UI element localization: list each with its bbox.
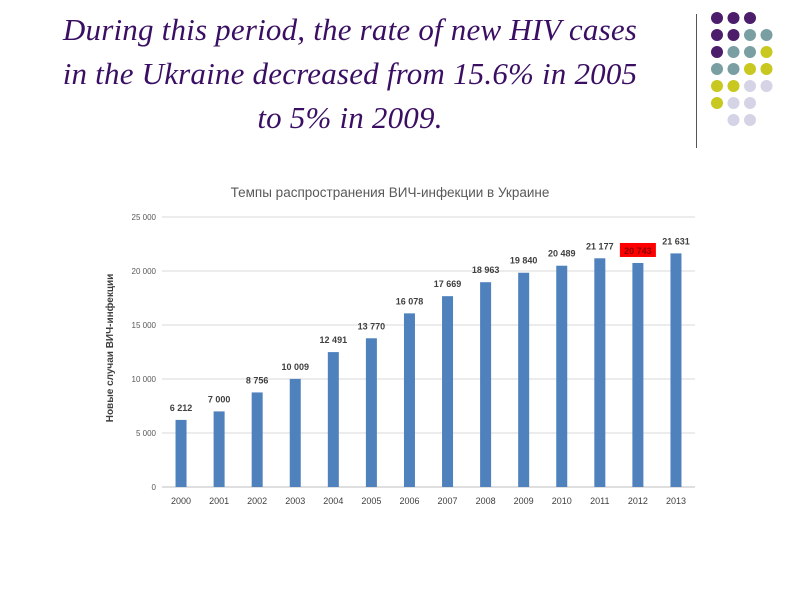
decorative-dot <box>744 114 756 126</box>
y-axis-ticks: 0 5 000 10 000 15 000 20 000 25 000 <box>132 213 157 492</box>
vertical-divider <box>696 14 697 148</box>
bar-2003 <box>289 378 301 487</box>
bar-2000 <box>175 419 187 487</box>
data-label-2005: 13 770 <box>358 321 386 331</box>
bar-2009 <box>518 272 530 487</box>
bar-2011 <box>594 258 606 487</box>
data-label-2011: 21 177 <box>586 241 614 251</box>
decorative-dot <box>711 12 723 24</box>
decorative-dot <box>727 46 740 58</box>
headline-line-1: During this period, the rate of new HIV … <box>62 12 638 47</box>
x-tick-label-2006: 2006 <box>399 496 419 506</box>
decorative-dot <box>711 46 723 58</box>
bars <box>175 253 682 487</box>
decorative-dot <box>760 63 773 75</box>
decorative-dot <box>711 63 723 75</box>
decorative-dot <box>711 29 723 41</box>
data-label-2001: 7 000 <box>208 394 231 404</box>
data-label-2003: 10 009 <box>281 362 309 372</box>
decorative-dot <box>727 114 740 126</box>
bar-2010 <box>556 265 568 487</box>
highlight-box-2012 <box>619 242 656 257</box>
data-label-2006: 16 078 <box>396 296 424 306</box>
x-tick-label-2001: 2001 <box>209 496 229 506</box>
x-tick-label-2000: 2000 <box>171 496 191 506</box>
y-tick-label: 20 000 <box>132 267 157 276</box>
decorative-dot <box>744 97 756 109</box>
decorative-dot <box>727 29 740 41</box>
data-label-2000: 6 212 <box>170 403 193 413</box>
x-tick-label-2009: 2009 <box>514 496 534 506</box>
decorative-dot <box>711 97 723 109</box>
y-axis-label: Новые случаи ВИЧ-инфекции <box>104 274 116 423</box>
headline-line-2: in the Ukraine decreased from 15.6% in 2… <box>62 56 638 91</box>
data-label-2008: 18 963 <box>472 265 500 275</box>
x-tick-label-2011: 2011 <box>590 496 609 506</box>
decorative-dot <box>744 46 756 58</box>
decorative-dot <box>744 12 756 24</box>
bar-2012 <box>632 262 644 487</box>
y-tick-label: 5 000 <box>136 429 157 438</box>
decorative-dot <box>760 80 773 92</box>
decorative-dot <box>727 12 740 24</box>
x-tick-label-2004: 2004 <box>323 496 343 506</box>
data-label-2004: 12 491 <box>320 335 348 345</box>
chart-title: Темпы распространения ВИЧ-инфекции в Укр… <box>231 185 550 200</box>
x-tick-label-2007: 2007 <box>438 496 458 506</box>
headline-line-3: to 5% in 2009. <box>257 100 443 135</box>
decorative-dot <box>744 29 756 41</box>
bar-2007 <box>442 296 454 487</box>
data-label-2002: 8 756 <box>246 375 269 385</box>
slide-headline: During this period, the rate of new HIV … <box>20 8 680 140</box>
bar-2004 <box>327 352 339 487</box>
decorative-dot <box>744 63 756 75</box>
x-tick-label-2005: 2005 <box>361 496 381 506</box>
decorative-dot-grid <box>711 12 773 126</box>
bar-2013 <box>670 253 682 487</box>
y-tick-label: 15 000 <box>132 321 157 330</box>
data-label-2009: 19 840 <box>510 256 538 266</box>
decorative-dot <box>727 80 740 92</box>
data-label-2013: 21 631 <box>662 236 690 246</box>
decorative-dot <box>744 80 756 92</box>
bar-2001 <box>213 411 225 487</box>
decorative-dot <box>760 29 773 41</box>
decorative-dot <box>711 80 723 92</box>
bar-2002 <box>251 392 263 487</box>
y-tick-label: 10 000 <box>132 375 157 384</box>
hiv-bar-chart: Темпы распространения ВИЧ-инфекции в Укр… <box>104 185 695 506</box>
x-axis-ticks: 2000 2001 2002 2003 2004 2005 2006 2007 2008 2009… <box>171 496 686 506</box>
bar-2006 <box>403 313 415 487</box>
data-label-2007: 17 669 <box>434 279 462 289</box>
bar-2005 <box>365 338 377 487</box>
data-labels: 6 212 7 000 8 756 10 009 12 491 13 770 16 078 1… <box>170 236 690 413</box>
bar-2008 <box>480 282 492 487</box>
data-label-2012: 20 743 <box>624 246 652 256</box>
data-label-2010: 20 489 <box>548 249 576 259</box>
x-tick-label-2002: 2002 <box>247 496 267 506</box>
gridlines <box>162 216 695 488</box>
decorative-dot <box>760 46 773 58</box>
y-tick-label: 25 000 <box>132 213 157 222</box>
x-tick-label-2008: 2008 <box>476 496 496 506</box>
decorative-dot <box>727 97 740 109</box>
decorative-dot <box>727 63 740 75</box>
y-tick-label: 0 <box>152 483 157 492</box>
x-tick-label-2003: 2003 <box>285 496 305 506</box>
x-tick-label-2013: 2013 <box>666 496 686 506</box>
x-tick-label-2010: 2010 <box>552 496 572 506</box>
x-tick-label-2012: 2012 <box>628 496 648 506</box>
chart-container: Темпы распространения ВИЧ-инфекции в Укр… <box>100 170 710 520</box>
